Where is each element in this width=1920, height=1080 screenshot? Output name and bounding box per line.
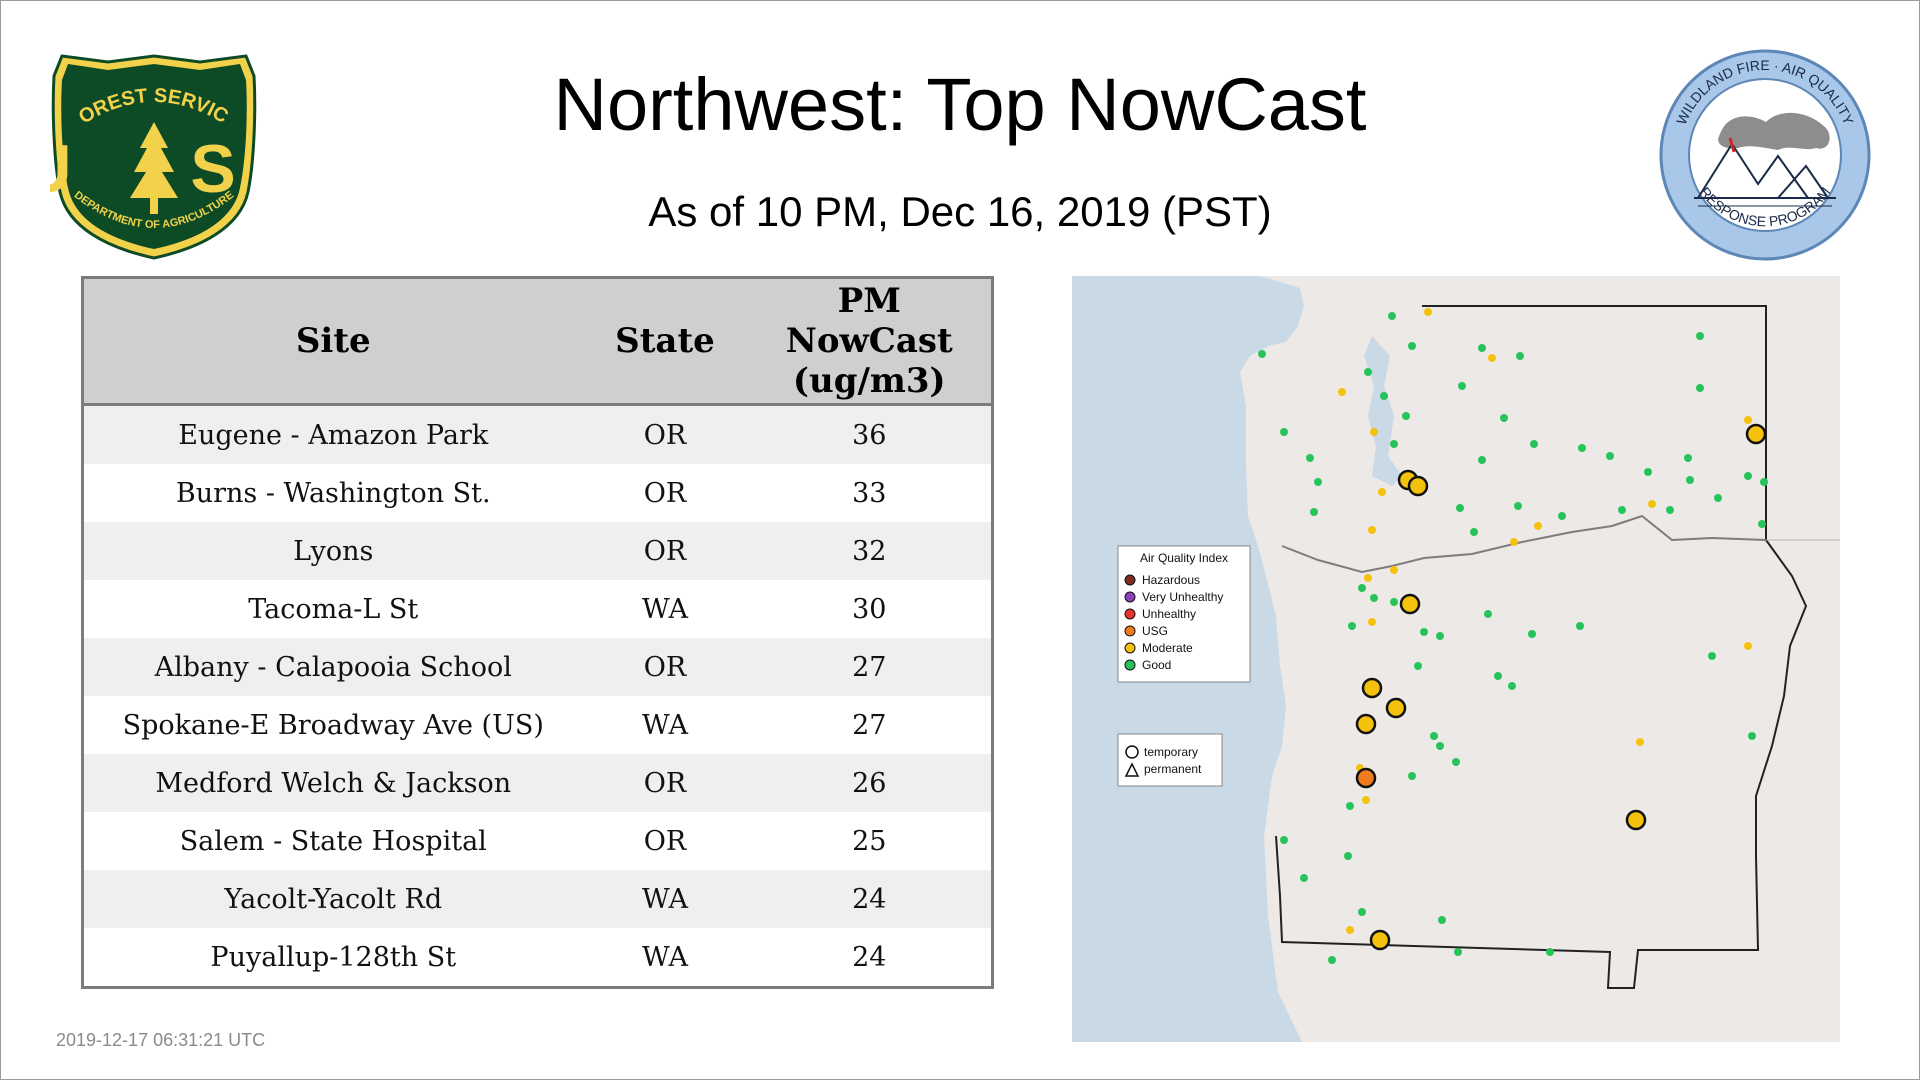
legend-title: Air Quality Index [1140,551,1228,565]
legend-hazardous: Hazardous [1124,573,1200,587]
site-cell: Burns - Washington St. [82,464,583,522]
table-row: Yacolt-Yacolt Rd WA 24 [82,870,993,928]
state-column-header: State [582,277,748,406]
legend-moderate: Moderate [1124,641,1193,655]
legend-label: Good [1142,658,1171,672]
site-cell: Lyons [82,522,583,580]
state-boundary [1275,305,1808,989]
nowcast-table: Site State PM NowCast (ug/m3) Eugene - A… [81,276,994,989]
value-cell: 25 [747,812,993,870]
site-cell: Salem - State Hospital [82,812,583,870]
table-row: Albany - Calapooia School OR 27 [82,638,993,696]
smoke-plume-shape [1718,112,1830,150]
air-quality-map: Air Quality Index Hazardous Very Unhealt… [1072,276,1840,1042]
site-cell: Eugene - Amazon Park [82,404,583,464]
moderate-small-monitors [1338,308,1752,934]
value-cell: 30 [747,580,993,638]
state-cell: OR [582,522,748,580]
value-cell: 27 [747,696,993,754]
site-cell: Yacolt-Yacolt Rd [82,870,583,928]
legend-very-unhealthy: Very Unhealthy [1124,590,1223,604]
legend-label: Very Unhealthy [1142,590,1223,604]
shape-legend: temporary permanent [1117,733,1223,787]
pm-header-line-3: (ug/m3) [792,361,946,401]
table-row: Medford Welch & Jackson OR 26 [82,754,993,812]
state-cell: WA [582,696,748,754]
legend-good: Good [1124,658,1171,672]
state-cell: OR [582,464,748,522]
map-land [1240,276,1840,1042]
columbia-river [1281,514,1767,574]
site-cell: Albany - Calapooia School [82,638,583,696]
wildland-fire-air-quality-logo: WILDLAND FIRE · AIR QUALITY RESPONSE PRO… [1659,49,1871,261]
good-monitors [1258,312,1768,964]
fire-mark [1728,137,1736,153]
legend-usg: USG [1124,624,1168,638]
table-row: Tacoma-L St WA 30 [82,580,993,638]
pm-header-line-1: PM [837,281,901,321]
value-cell: 36 [747,404,993,464]
pm-header-line-2: NowCast [785,321,953,361]
state-cell: OR [582,812,748,870]
site-cell: Spokane-E Broadway Ave (US) [82,696,583,754]
value-cell: 27 [747,638,993,696]
table-row: Lyons OR 32 [82,522,993,580]
legend-label: Moderate [1142,641,1193,655]
aqi-legend: Air Quality Index Hazardous Very Unhealt… [1117,545,1251,683]
value-cell: 24 [747,870,993,928]
table-row: Eugene - Amazon Park OR 36 [82,404,993,464]
value-cell: 26 [747,754,993,812]
value-cell: 33 [747,464,993,522]
temporary-monitors [1355,423,1767,951]
pine-tree-icon [130,122,178,214]
table-row: Burns - Washington St. OR 33 [82,464,993,522]
site-cell: Tacoma-L St [82,580,583,638]
legend-label: USG [1142,624,1168,638]
table-row: Spokane-E Broadway Ave (US) WA 27 [82,696,993,754]
puget-sound [1364,336,1402,486]
value-cell: 32 [747,522,993,580]
site-cell: Puyallup-128th St [82,928,583,988]
legend-permanent-label: permanent [1144,762,1202,776]
table-header-row: Site State PM NowCast (ug/m3) [82,277,993,406]
pm-column-header: PM NowCast (ug/m3) [747,277,993,406]
page-title: Northwest: Top NowCast [553,63,1367,146]
legend-label: Unhealthy [1142,607,1196,621]
mountains-icon [1694,142,1836,207]
state-cell: WA [582,928,748,988]
circle-icon [1125,745,1139,759]
value-cell: 24 [747,928,993,988]
table-row: Puyallup-128th St WA 24 [82,928,993,988]
usfs-shield-logo: FOREST SERVICE U S DEPARTMENT OF AGRICUL… [50,52,257,260]
site-cell: Medford Welch & Jackson [82,754,583,812]
triangle-icon [1124,762,1140,777]
site-column-header: Site [82,277,583,406]
state-cell: WA [582,870,748,928]
page-subtitle: As of 10 PM, Dec 16, 2019 (PST) [648,188,1272,235]
state-cell: OR [582,638,748,696]
state-cell: WA [582,580,748,638]
legend-label: Hazardous [1142,573,1200,587]
legend-unhealthy: Unhealthy [1124,607,1196,621]
generated-timestamp: 2019-12-17 06:31:21 UTC [56,1030,266,1050]
table-row: Salem - State Hospital OR 25 [82,812,993,870]
state-cell: OR [582,404,748,464]
state-cell: OR [582,754,748,812]
legend-temporary-label: temporary [1144,745,1198,759]
